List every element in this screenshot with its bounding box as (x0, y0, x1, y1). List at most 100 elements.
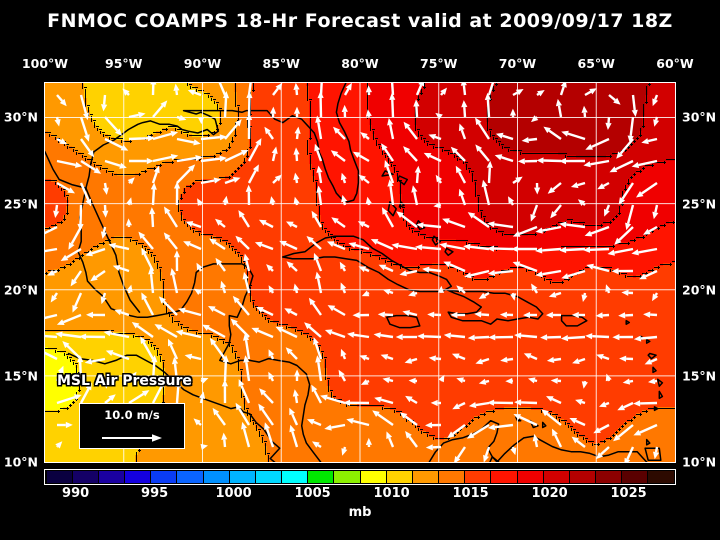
wind-vector-head (417, 333, 425, 340)
colorbar-segment (412, 471, 439, 483)
wind-vector-shaft (79, 361, 83, 382)
wind-vector-shaft (326, 396, 346, 405)
wind-vector-head (293, 283, 300, 291)
wind-vector-head (442, 218, 450, 225)
wind-vector-shaft (212, 342, 226, 360)
wind-vector-shaft (176, 115, 181, 120)
wind-vector-head (243, 253, 250, 262)
wind-vector-head (365, 196, 372, 205)
wind-vector-head (631, 162, 640, 169)
wind-vector-head (187, 89, 196, 96)
wind-vector-head (386, 431, 393, 439)
wind-vector-head (199, 391, 206, 399)
wind-vector-head (105, 350, 114, 356)
wind-vector-shaft (79, 182, 90, 201)
wind-vector-head (614, 237, 622, 245)
wind-vector-shaft (458, 171, 467, 184)
wind-vector-head (175, 380, 182, 388)
wind-vector-shaft (104, 116, 119, 132)
wind-vector-head (341, 194, 348, 203)
colorbar-segment (439, 471, 465, 483)
wind-vector-shaft (56, 445, 59, 448)
wind-vector-shaft (342, 288, 347, 294)
wind-vector-shaft (55, 204, 59, 212)
wind-vector-shaft (175, 387, 180, 404)
wind-vector-shaft (336, 220, 346, 228)
wind-vector-shaft (73, 270, 82, 282)
wind-vector-shaft (199, 398, 204, 404)
coastline-path (656, 378, 664, 387)
wind-vector-shaft (377, 413, 394, 426)
wind-vector-head (633, 400, 641, 407)
colorbar-segment (282, 471, 308, 483)
wind-vector-head (653, 119, 660, 127)
wind-vector-head (219, 155, 227, 162)
wind-vector-head (271, 146, 278, 154)
map-canvas[interactable]: MSL Air Pressure 10.0 m/s (44, 82, 676, 463)
wind-vector-shaft (518, 225, 538, 236)
wind-vector-shaft (365, 135, 370, 140)
wind-vector-head (83, 134, 90, 142)
wind-vector-head (315, 355, 322, 363)
wind-vector-shaft (456, 446, 466, 459)
wind-vector-shaft (55, 371, 62, 382)
wind-vector-shaft (598, 423, 610, 432)
wind-vector-head (170, 130, 179, 137)
wind-vector-head (535, 271, 543, 278)
wind-vector-shaft (102, 292, 107, 298)
wind-vector-head (154, 324, 163, 331)
wind-vector-head (258, 219, 267, 226)
wind-vector-head (285, 347, 293, 355)
wind-vector-shaft (428, 268, 442, 273)
wind-vector-shaft (236, 300, 250, 316)
coastline-path (645, 338, 651, 344)
wind-vector-head (320, 394, 328, 401)
wind-vector-shaft (380, 334, 394, 339)
wind-vector-head (315, 115, 322, 123)
wind-vector-head (72, 305, 79, 313)
wind-vector-head (138, 111, 146, 118)
wind-vector-head (238, 210, 245, 218)
wind-vector-shaft (462, 85, 467, 96)
wind-vector-shaft (223, 97, 228, 118)
lon-tick-label: 65°W (578, 56, 615, 71)
wind-vector-shaft (270, 355, 275, 360)
wind-vector-head (100, 231, 107, 239)
wind-vector-shaft (176, 168, 192, 184)
wind-vector-head (625, 222, 632, 231)
wind-vector-head (430, 399, 438, 407)
wind-vector-head (235, 402, 242, 411)
colorbar[interactable] (44, 469, 676, 485)
wind-vector-head (510, 293, 517, 301)
wind-vector-head (311, 384, 318, 393)
wind-vector-head (403, 121, 411, 130)
wind-vector-head (141, 292, 148, 301)
wind-vector-head (559, 158, 566, 165)
wind-vector-shaft (189, 242, 202, 251)
wind-vector-head (340, 172, 347, 181)
wind-vector-shaft (363, 178, 370, 184)
wind-vector-shaft (182, 331, 202, 339)
wind-vector-shaft (200, 179, 215, 185)
wind-vector-head (324, 424, 332, 431)
wind-vector-head (483, 454, 489, 462)
wind-vector-head (373, 332, 381, 339)
wind-vector-shaft (56, 137, 62, 143)
wind-vector-head (275, 326, 284, 333)
wind-vector-head (200, 377, 209, 384)
wind-vector-shaft (500, 156, 514, 163)
wind-vector-shaft (518, 263, 538, 273)
wind-vector-head (196, 262, 203, 271)
lat-tick-label-right: 20°N (682, 282, 716, 297)
wind-vector-head (306, 236, 314, 243)
wind-vector-head (129, 371, 137, 380)
wind-vector-shaft (619, 138, 634, 155)
lat-tick-label-left: 30°N (4, 110, 38, 125)
wind-vector-head (475, 144, 483, 152)
wind-vector-head (458, 188, 465, 197)
colorbar-segment (491, 471, 517, 483)
wind-vector-head (221, 432, 228, 440)
wind-vector-shaft (353, 333, 370, 339)
wind-vector-shaft (608, 94, 616, 102)
wind-vector-shaft (421, 246, 442, 251)
